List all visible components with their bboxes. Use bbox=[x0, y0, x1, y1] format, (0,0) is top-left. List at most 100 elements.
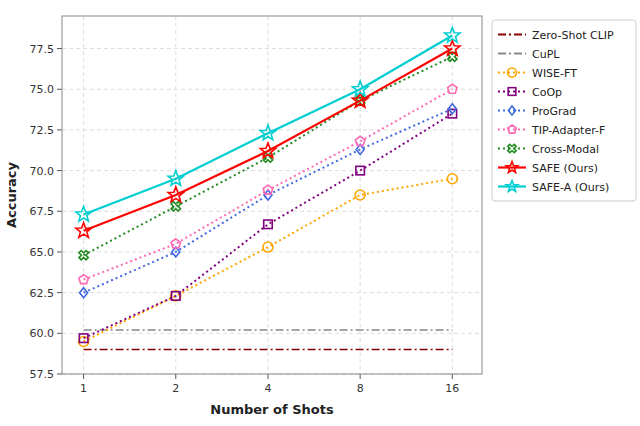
point-marker bbox=[260, 143, 275, 158]
x-tick bbox=[175, 374, 176, 379]
point-marker bbox=[79, 334, 88, 343]
y-tick bbox=[57, 170, 62, 171]
chart-container: 57.560.062.565.067.570.072.575.077.51248… bbox=[0, 0, 640, 426]
y-tick bbox=[57, 333, 62, 334]
point-marker bbox=[80, 288, 88, 298]
legend-line bbox=[498, 34, 526, 36]
legend-marker bbox=[508, 125, 517, 133]
y-axis-label: Accuracy bbox=[4, 161, 19, 228]
point-marker bbox=[260, 125, 275, 140]
point-marker bbox=[355, 190, 365, 200]
legend-label: ProGrad bbox=[532, 105, 576, 118]
series-line bbox=[84, 36, 453, 215]
point-marker bbox=[76, 206, 91, 221]
point-marker bbox=[263, 242, 273, 252]
series-line bbox=[84, 109, 453, 293]
y-tick bbox=[57, 374, 62, 375]
point-marker bbox=[263, 185, 273, 194]
grid-line-y bbox=[62, 89, 482, 90]
y-tick-label: 57.5 bbox=[30, 368, 55, 381]
point-marker bbox=[79, 251, 88, 260]
data-area bbox=[76, 27, 460, 349]
plot-frame bbox=[62, 16, 482, 374]
grid-line-x bbox=[452, 16, 453, 374]
x-tick bbox=[83, 374, 84, 379]
series-line bbox=[84, 49, 453, 231]
y-tick bbox=[57, 89, 62, 90]
y-tick-label: 62.5 bbox=[30, 287, 55, 300]
legend-label: WISE-FT bbox=[532, 67, 577, 80]
x-tick-label: 8 bbox=[357, 382, 364, 395]
legend: Zero-Shot CLIP CuPL WISE-FT CoOp ProGrad TIP-… bbox=[492, 20, 636, 201]
x-tick-label: 16 bbox=[445, 382, 459, 395]
grid-line-y bbox=[62, 292, 482, 293]
x-tick bbox=[360, 374, 361, 379]
legend-label: SAFE-A (Ours) bbox=[532, 181, 609, 194]
series-line bbox=[84, 329, 453, 331]
legend-marker bbox=[508, 68, 517, 77]
legend-label: SAFE (Ours) bbox=[532, 162, 598, 175]
series-line bbox=[84, 114, 453, 339]
x-axis-label: Number of Shots bbox=[210, 402, 334, 417]
point-marker bbox=[79, 275, 89, 284]
legend-box bbox=[492, 20, 636, 201]
y-tick-label: 65.0 bbox=[30, 246, 55, 259]
legend-marker bbox=[508, 106, 515, 115]
legend-label: CoOp bbox=[532, 86, 562, 99]
legend-label: CuPL bbox=[532, 48, 560, 61]
legend-line bbox=[498, 91, 526, 93]
y-tick bbox=[57, 48, 62, 49]
series-group bbox=[79, 109, 456, 342]
legend-label: Cross-Modal bbox=[532, 143, 599, 156]
point-marker bbox=[172, 292, 181, 301]
point-marker bbox=[448, 104, 456, 114]
axes: 57.560.062.565.067.570.072.575.077.51248… bbox=[30, 16, 483, 395]
x-tick-label: 4 bbox=[264, 382, 271, 395]
legend-marker bbox=[506, 161, 518, 172]
point-marker bbox=[264, 190, 272, 200]
grid-line-y bbox=[62, 211, 482, 212]
series-line bbox=[84, 349, 453, 351]
grid-line-x bbox=[267, 16, 268, 374]
legend-label: TIP-Adapter-F bbox=[531, 124, 605, 137]
point-marker bbox=[171, 202, 180, 211]
series-group bbox=[76, 40, 460, 237]
point-marker bbox=[356, 166, 365, 175]
point-marker bbox=[264, 220, 273, 229]
y-tick bbox=[57, 251, 62, 252]
chart-svg: 57.560.062.565.067.570.072.575.077.51248… bbox=[0, 0, 640, 426]
grid-line-y bbox=[62, 48, 482, 49]
legend-line bbox=[498, 166, 526, 168]
x-tick-label: 1 bbox=[80, 382, 87, 395]
series-group bbox=[79, 84, 457, 283]
legend-marker bbox=[508, 144, 516, 152]
legend-line bbox=[498, 148, 526, 150]
y-tick-label: 75.0 bbox=[30, 83, 55, 96]
y-tick bbox=[57, 292, 62, 293]
x-tick bbox=[267, 374, 268, 379]
point-marker bbox=[168, 187, 183, 202]
y-tick-label: 77.5 bbox=[30, 43, 55, 56]
series-line bbox=[84, 57, 453, 256]
legend-label: Zero-Shot CLIP bbox=[532, 29, 614, 42]
point-marker bbox=[445, 27, 460, 42]
y-tick-label: 67.5 bbox=[30, 205, 55, 218]
point-marker bbox=[352, 93, 367, 108]
series-line bbox=[84, 89, 453, 279]
y-tick-label: 70.0 bbox=[30, 165, 55, 178]
point-marker bbox=[76, 223, 91, 238]
legend-line bbox=[498, 129, 526, 131]
point-marker bbox=[448, 84, 458, 93]
x-tick-label: 2 bbox=[172, 382, 179, 395]
point-marker bbox=[168, 171, 183, 186]
y-tick-label: 72.5 bbox=[30, 124, 55, 137]
legend-line bbox=[498, 185, 526, 187]
series-group bbox=[84, 349, 453, 350]
point-marker bbox=[171, 239, 181, 248]
point-marker bbox=[355, 136, 365, 145]
y-tick bbox=[57, 211, 62, 212]
point-marker bbox=[447, 174, 457, 184]
grid-line-x bbox=[360, 16, 361, 374]
point-marker bbox=[352, 81, 367, 96]
series-line bbox=[84, 179, 453, 342]
